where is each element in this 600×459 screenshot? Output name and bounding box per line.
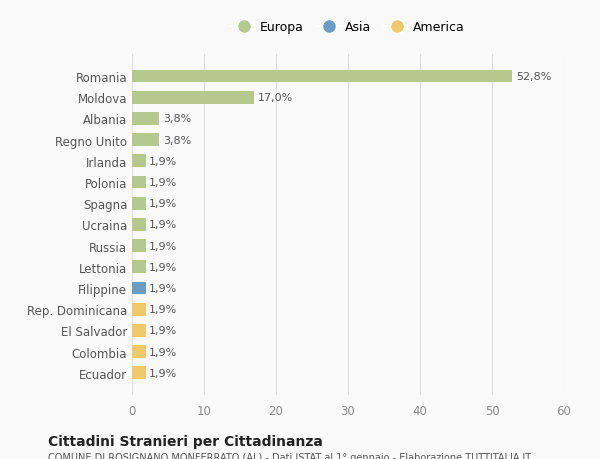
Bar: [132, 218, 146, 231]
Bar: [132, 346, 146, 358]
Text: 1,9%: 1,9%: [149, 304, 178, 314]
Bar: [132, 92, 254, 104]
Text: Cittadini Stranieri per Cittadinanza: Cittadini Stranieri per Cittadinanza: [48, 434, 323, 448]
Bar: [132, 176, 146, 189]
Text: COMUNE DI ROSIGNANO MONFERRATO (AL) - Dati ISTAT al 1° gennaio - Elaborazione TU: COMUNE DI ROSIGNANO MONFERRATO (AL) - Da…: [48, 452, 531, 459]
Text: 1,9%: 1,9%: [149, 368, 178, 378]
Legend: Europa, Asia, America: Europa, Asia, America: [227, 17, 469, 38]
Bar: [132, 240, 146, 252]
Bar: [132, 325, 146, 337]
Text: 1,9%: 1,9%: [149, 199, 178, 209]
Bar: [132, 261, 146, 274]
Bar: [132, 303, 146, 316]
Bar: [132, 282, 146, 295]
Text: 1,9%: 1,9%: [149, 262, 178, 272]
Text: 3,8%: 3,8%: [163, 135, 191, 146]
Bar: [132, 197, 146, 210]
Text: 1,9%: 1,9%: [149, 157, 178, 167]
Text: 1,9%: 1,9%: [149, 241, 178, 251]
Text: 1,9%: 1,9%: [149, 178, 178, 188]
Bar: [132, 113, 160, 125]
Text: 52,8%: 52,8%: [516, 72, 551, 82]
Text: 1,9%: 1,9%: [149, 347, 178, 357]
Text: 17,0%: 17,0%: [258, 93, 293, 103]
Bar: [132, 134, 160, 147]
Text: 3,8%: 3,8%: [163, 114, 191, 124]
Bar: [132, 367, 146, 379]
Text: 1,9%: 1,9%: [149, 283, 178, 293]
Text: 1,9%: 1,9%: [149, 326, 178, 336]
Bar: [132, 155, 146, 168]
Bar: [132, 71, 512, 83]
Text: 1,9%: 1,9%: [149, 220, 178, 230]
